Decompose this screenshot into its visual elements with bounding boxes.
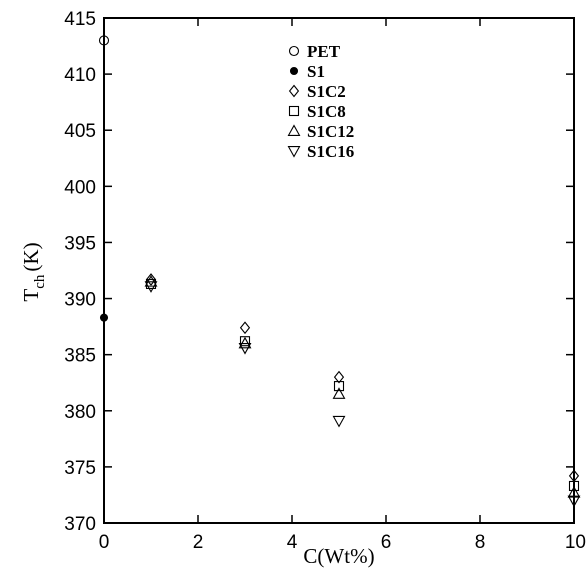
y-tick-label: 400 (64, 177, 96, 198)
y-axis-label: Tch (K) (19, 242, 48, 301)
y-tick-label: 375 (64, 458, 96, 479)
legend-marker-s1c8 (288, 105, 300, 117)
data-point-s1c2 (239, 321, 251, 335)
data-markers (98, 35, 581, 508)
y-tick-label: 415 (64, 9, 96, 30)
data-point-s1c16 (567, 495, 581, 508)
data-point-s1c12 (144, 275, 158, 287)
y-tick-label: 390 (64, 290, 96, 311)
data-point-pet (98, 35, 110, 46)
data-point-s1c8 (568, 480, 580, 492)
legend-label-s1c8: S1C8 (307, 102, 346, 121)
y-axis-label-main: T (19, 289, 43, 302)
x-tick-label: 4 (287, 532, 298, 553)
data-point-s1 (99, 313, 109, 322)
data-point-s1c12 (332, 387, 346, 399)
data-point-s1c16 (332, 415, 346, 428)
legend-marker-s1 (289, 66, 299, 76)
plot-area (103, 17, 575, 524)
y-axis-label-sub: ch (32, 274, 48, 289)
plot-frame (103, 17, 575, 524)
legend-marker-s1c12 (287, 124, 301, 136)
data-point-s1c8 (333, 381, 345, 392)
legend-label-s1c12: S1C12 (307, 122, 354, 141)
legend-marker-s1c2 (288, 84, 300, 98)
y-tick-label: 380 (64, 402, 96, 423)
y-tick-label: 385 (64, 346, 96, 367)
x-tick-label: 2 (193, 532, 204, 553)
y-tick-label: 410 (64, 65, 96, 86)
x-tick-label: 10 (565, 532, 586, 553)
data-point-s1c2 (145, 273, 157, 286)
x-tick-label: 0 (99, 532, 110, 553)
legend-label-s1c2: S1C2 (307, 82, 346, 101)
x-tick-label: 8 (475, 532, 486, 553)
y-tick-label: 405 (64, 121, 96, 142)
data-point-s1c2 (333, 370, 345, 384)
data-point-s1c12 (567, 486, 581, 498)
legend-label-pet: PET (307, 42, 341, 61)
data-point-s1c16 (238, 342, 252, 355)
y-tick-label: 370 (64, 514, 96, 535)
x-tick-label: 6 (381, 532, 392, 553)
data-point-s1c12 (238, 336, 252, 349)
data-point-s1c16 (144, 281, 158, 293)
legend-label-s1c16: S1C16 (307, 142, 354, 161)
legend-marker-s1c16 (287, 146, 301, 158)
y-axis-label-unit: (K) (19, 242, 43, 271)
x-axis-label: C(Wt%) (303, 544, 374, 568)
legend-marker-pet (288, 45, 300, 57)
legend-label-s1: S1 (307, 62, 325, 81)
svg-text:Tch(K): Tch (K) (19, 242, 48, 301)
data-point-s1c8 (239, 336, 251, 347)
y-tick-label: 395 (64, 233, 96, 254)
axis-ticks: 370 375 380 385 390 395 400 405 410 415 0 2 4 6 8 10 (64, 9, 586, 553)
